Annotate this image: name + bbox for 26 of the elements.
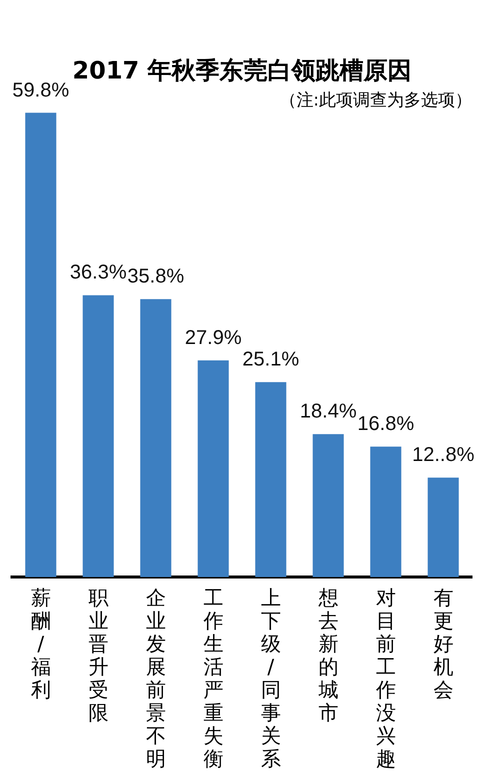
bar	[198, 360, 229, 577]
data-label: 27.9%	[184, 326, 242, 349]
data-label: 36.3%	[70, 262, 127, 284]
data-label: 35.8%	[127, 266, 184, 288]
bar	[25, 112, 56, 577]
x-tick-label: 职业晋升受限	[88, 586, 108, 725]
bar	[428, 478, 459, 577]
x-tick-label: 想去新的城市	[317, 586, 338, 725]
chart-title: 2017 年秋季东莞白领跳槽原因	[72, 56, 412, 85]
bar	[255, 382, 286, 577]
x-tick-label: 有更好机会	[433, 586, 454, 702]
bar	[140, 299, 172, 577]
data-label: 12..8%	[412, 444, 475, 466]
x-tick-label: 企业发展前景不明	[146, 586, 166, 771]
data-label: 25.1%	[242, 348, 300, 371]
x-tick-label: 上下级/同事关系	[260, 586, 281, 771]
chart-subtitle: （注:此项调查为多选项）	[279, 90, 472, 110]
bar	[370, 446, 402, 577]
x-tick-label: 工作生活严重失衡	[202, 586, 224, 771]
data-label: 16.8%	[357, 413, 414, 436]
x-tick-label: 对目前工作没兴趣	[374, 586, 396, 771]
bar	[82, 295, 114, 577]
data-label: 18.4%	[300, 400, 357, 423]
bar	[312, 434, 344, 577]
data-label: 59.8%	[12, 79, 70, 102]
x-tick-label: 薪酬/福利	[30, 586, 51, 702]
